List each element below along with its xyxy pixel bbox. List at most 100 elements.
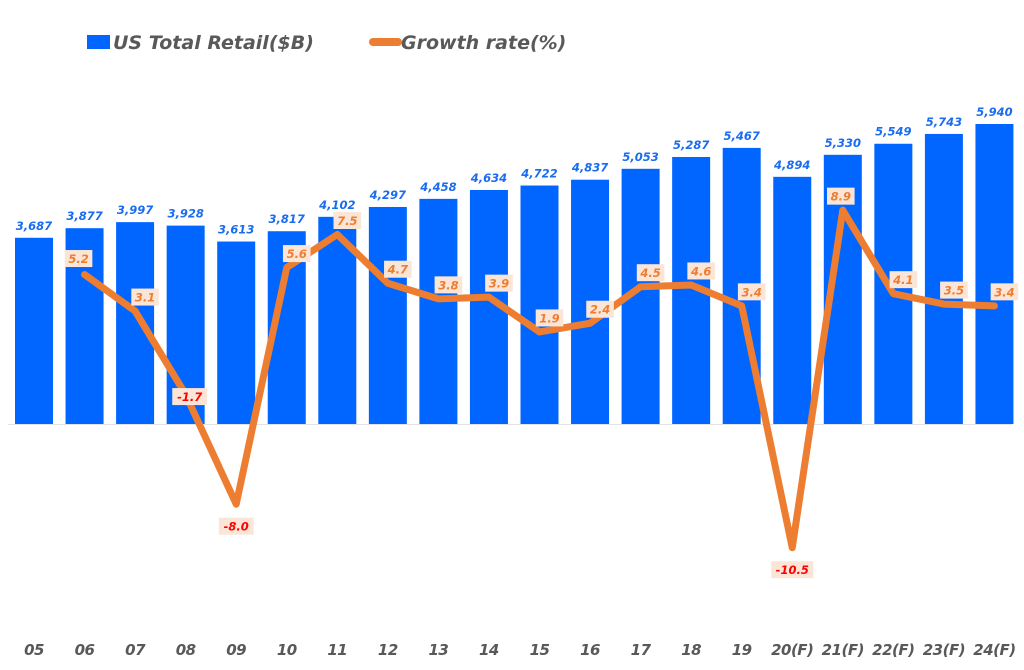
growth-rate-label-bg xyxy=(218,517,254,535)
growth-rate-label-text: 3.4 xyxy=(994,285,1014,299)
x-tick-label: 18 xyxy=(681,641,701,659)
growth-rate-label-text: 1.9 xyxy=(539,311,559,325)
growth-rate-label: -10.5 xyxy=(771,561,814,579)
growth-rate-label: 5.2 xyxy=(64,250,93,268)
growth-rate-label-text: 3.9 xyxy=(489,277,509,291)
bars xyxy=(15,124,1014,424)
growth-rate-label: 4.6 xyxy=(687,262,715,280)
x-axis-ticks: 05 06 07 08 09 10 11 12 13 14 15 16 17 18 19 20(F) 21(F)… xyxy=(24,641,1016,659)
growth-rate-label-bg xyxy=(172,388,208,406)
x-tick-label: 07 xyxy=(125,641,146,659)
legend-label-retail: US Total Retail($B) xyxy=(113,32,314,54)
x-tick-label: 17 xyxy=(631,641,652,659)
x-tick-label: 16 xyxy=(580,641,600,659)
growth-rate-label: 4.5 xyxy=(636,264,665,282)
bar-value-label: 4,894 xyxy=(773,158,810,172)
growth-rate-label: 3.1 xyxy=(131,288,159,306)
x-tick-label: 14 xyxy=(479,641,499,659)
bar-15 xyxy=(520,185,559,424)
bar-value-label: 3,997 xyxy=(117,203,153,217)
bar-07 xyxy=(116,222,155,424)
x-tick-label: 24(F) xyxy=(973,641,1015,659)
growth-rate-label: 8.9 xyxy=(827,187,855,205)
x-tick-label: 13 xyxy=(428,641,448,659)
growth-rate-label-bg xyxy=(827,187,855,205)
growth-rate-label: 3.5 xyxy=(940,281,968,299)
bar-09 xyxy=(217,241,256,424)
bar-value-label: 3,928 xyxy=(167,207,203,221)
x-tick-label: 21(F) xyxy=(822,641,864,659)
growth-rate-label: 4.7 xyxy=(384,260,412,278)
bar-value-label: 3,877 xyxy=(66,209,102,223)
growth-rate-label-bg xyxy=(434,276,463,294)
growth-rate-label-text: 8.9 xyxy=(831,190,851,204)
bar-value-label: 4,722 xyxy=(520,167,557,181)
x-tick-label: 11 xyxy=(327,641,347,659)
bar-value-label: 5,743 xyxy=(926,115,962,129)
growth-rate-label: -8.0 xyxy=(218,517,254,535)
growth-rate-label-bg xyxy=(586,300,614,318)
growth-rate-label-text: 7.5 xyxy=(337,214,357,228)
x-tick-label: 08 xyxy=(176,641,196,659)
growth-rate-label-text: -10.5 xyxy=(776,563,809,577)
growth-rate-label: 4.1 xyxy=(889,271,918,289)
growth-rate-label-bg xyxy=(737,283,766,301)
growth-rate-label-text: 5.6 xyxy=(287,247,307,261)
legend-swatch-growth xyxy=(369,38,402,46)
bar-value-label: 4,837 xyxy=(571,161,608,175)
growth-rate-label: 2.4 xyxy=(586,300,614,318)
growth-rate-label-text: 3.8 xyxy=(438,278,458,292)
growth-rate-label-bg xyxy=(687,262,715,280)
x-tick-label: 12 xyxy=(378,641,398,659)
x-tick-label: 09 xyxy=(226,641,246,659)
bar-13 xyxy=(419,198,458,424)
x-tick-label: 22(F) xyxy=(872,641,914,659)
x-tick-label: 15 xyxy=(530,641,550,659)
bar-value-label: 4,458 xyxy=(419,180,456,194)
growth-rate-label-bg xyxy=(333,212,362,229)
bar-value-label: 4,634 xyxy=(470,171,507,185)
growth-rate-label-bg xyxy=(990,283,1019,301)
growth-rate-label-bg xyxy=(384,260,412,278)
growth-rate-label: 5.6 xyxy=(282,245,311,263)
bar-value-label: 4,102 xyxy=(318,198,355,212)
legend-swatch-retail xyxy=(87,35,110,49)
growth-rate-label: -1.7 xyxy=(172,388,208,406)
bar-value-label: 5,287 xyxy=(673,138,709,152)
growth-rate-label-text: 3.4 xyxy=(742,285,762,299)
bar-12 xyxy=(368,206,407,424)
x-tick-label: 23(F) xyxy=(923,641,965,659)
bar-23(F) xyxy=(924,133,963,424)
bar-value-label: 5,330 xyxy=(825,136,861,150)
growth-rate-label-text: -1.7 xyxy=(177,390,202,404)
growth-rate-label-bg xyxy=(535,309,564,327)
legend: US Total Retail($B) Growth rate(%) xyxy=(87,32,566,54)
bar-value-label: 5,549 xyxy=(875,125,911,139)
growth-rate-label-bg xyxy=(940,281,968,299)
bar-value-label: 5,940 xyxy=(976,105,1012,119)
growth-rate-label: 7.5 xyxy=(333,212,362,229)
x-tick-label: 05 xyxy=(24,641,44,659)
growth-rate-label-bg xyxy=(771,561,814,579)
bar-value-label: 3,613 xyxy=(218,223,254,237)
bar-value-label: 3,687 xyxy=(16,219,52,233)
growth-rate-label-text: 5.2 xyxy=(68,252,88,266)
growth-rate-label-bg xyxy=(889,271,918,289)
growth-rate-label: 3.4 xyxy=(990,283,1019,301)
rate-labels: 5.2 3.1 -1.7 -8.0 5.6 7.5 4.7 3.8 3.9 1.9 2.4 4.5 4.… xyxy=(64,187,1019,579)
growth-rate-label-text: 4.1 xyxy=(892,273,913,287)
growth-rate-label-text: 4.7 xyxy=(387,263,408,277)
x-tick-label: 10 xyxy=(277,641,297,659)
bar-value-label: 5,467 xyxy=(724,129,760,143)
growth-rate-label: 3.4 xyxy=(737,283,766,301)
growth-rate-label-bg xyxy=(131,288,159,306)
growth-rate-label-text: 2.4 xyxy=(590,303,610,317)
growth-rate-label: 3.8 xyxy=(434,276,463,294)
legend-label-growth: Growth rate(%) xyxy=(401,32,566,54)
x-tick-label: 06 xyxy=(75,641,95,659)
growth-rate-label: 1.9 xyxy=(535,309,564,327)
bar-05 xyxy=(15,237,53,424)
growth-rate-label-text: 4.5 xyxy=(639,266,660,280)
growth-rate-label-text: 3.1 xyxy=(135,291,155,305)
